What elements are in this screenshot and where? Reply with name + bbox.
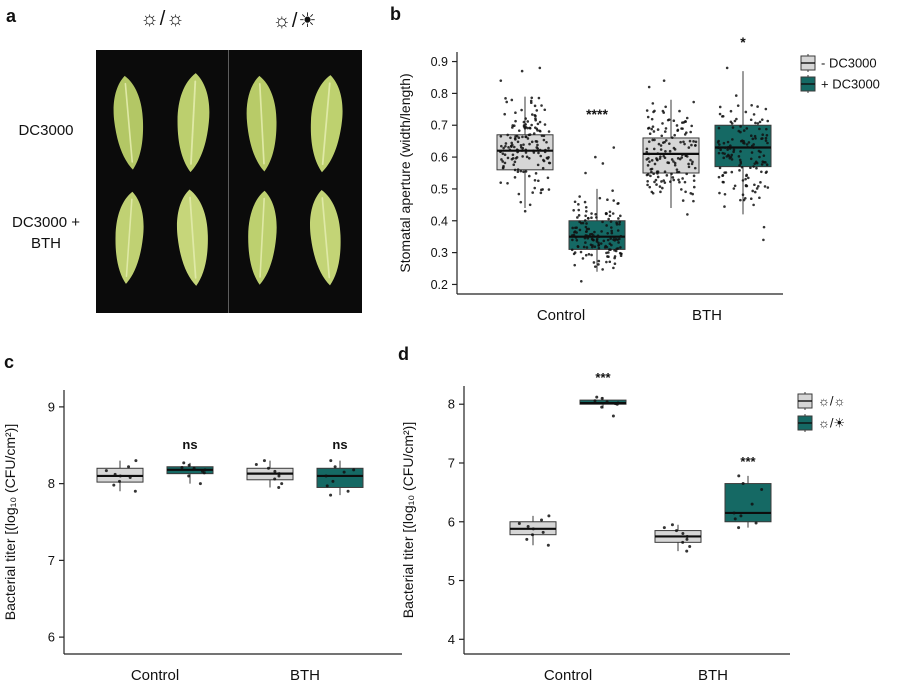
svg-text:- DC3000: - DC3000 bbox=[821, 56, 877, 71]
bacterial-titer-light-boxplot: 4 5 6 7 8 Bacterial titer [(log₁₀ (CFU/cm²)] C… bbox=[400, 370, 845, 684]
svg-text:0.8: 0.8 bbox=[431, 87, 448, 101]
row-label-dc3000-bth-line2: BTH bbox=[31, 235, 61, 252]
svg-text:8: 8 bbox=[448, 397, 455, 412]
svg-text:BTH: BTH bbox=[698, 667, 728, 684]
svg-text:8: 8 bbox=[48, 476, 55, 491]
svg-text:BTH: BTH bbox=[290, 667, 320, 684]
svg-text:6: 6 bbox=[48, 630, 55, 645]
bacterial-titer-control-boxplot: 6 7 8 9 Bacterial titer [(log₁₀ (CFU/cm²)] Co… bbox=[2, 390, 402, 684]
svg-text:ns: ns bbox=[332, 437, 347, 452]
svg-text:+ DC3000: + DC3000 bbox=[821, 77, 880, 92]
svg-text:☼/☼: ☼/☼ bbox=[818, 394, 845, 409]
svg-text:Control: Control bbox=[537, 307, 585, 324]
svg-text:*: * bbox=[740, 34, 746, 50]
light-condition-day-day-icon: ☼/☼ bbox=[140, 8, 186, 30]
row-label-dc3000: DC3000 bbox=[18, 122, 74, 139]
svg-text:Bacterial titer [(log₁₀ (CFU/c: Bacterial titer [(log₁₀ (CFU/cm²)] bbox=[2, 424, 18, 620]
photo-divider bbox=[228, 50, 229, 313]
svg-text:0.4: 0.4 bbox=[431, 214, 448, 228]
svg-text:0.3: 0.3 bbox=[431, 246, 448, 260]
svg-text:5: 5 bbox=[448, 573, 455, 588]
panel-d-label: d bbox=[398, 344, 409, 364]
svg-text:***: *** bbox=[595, 370, 611, 385]
light-condition-day-night-icon: ☼/☀ bbox=[272, 10, 318, 32]
panel-b-label: b bbox=[390, 4, 401, 24]
svg-text:9: 9 bbox=[48, 399, 55, 414]
svg-text:☼/☀: ☼/☀ bbox=[818, 416, 845, 431]
panel-c-label: c bbox=[4, 352, 15, 372]
svg-text:BTH: BTH bbox=[692, 307, 722, 324]
svg-text:0.9: 0.9 bbox=[431, 55, 448, 69]
svg-text:7: 7 bbox=[48, 553, 55, 568]
svg-text:Stomatal aperture (width/lengt: Stomatal aperture (width/length) bbox=[397, 73, 413, 272]
row-label-dc3000-bth-line1: DC3000 + bbox=[12, 214, 80, 231]
panel-a-label: a bbox=[6, 6, 17, 26]
svg-text:6: 6 bbox=[448, 514, 455, 529]
svg-text:***: *** bbox=[740, 454, 756, 469]
svg-text:0.2: 0.2 bbox=[431, 278, 448, 292]
svg-text:ns: ns bbox=[182, 437, 197, 452]
stomatal-aperture-boxplot: 0.2 0.3 0.4 0.5 0.6 0.7 0.8 0.9 Stomatal apertur… bbox=[397, 34, 880, 324]
svg-text:****: **** bbox=[586, 106, 608, 122]
svg-text:Bacterial titer [(log₁₀ (CFU/c: Bacterial titer [(log₁₀ (CFU/cm²)] bbox=[400, 422, 416, 618]
leaf-image bbox=[109, 71, 347, 288]
leaf-photo-panel bbox=[96, 50, 362, 313]
svg-text:0.7: 0.7 bbox=[431, 119, 448, 133]
svg-text:Control: Control bbox=[131, 667, 179, 684]
svg-text:4: 4 bbox=[448, 632, 455, 647]
svg-text:0.5: 0.5 bbox=[431, 182, 448, 196]
svg-text:Control: Control bbox=[544, 667, 592, 684]
svg-text:7: 7 bbox=[448, 455, 455, 470]
row-label-dc3000-bth: DC3000 + BTH bbox=[0, 212, 92, 254]
svg-text:0.6: 0.6 bbox=[431, 151, 448, 165]
